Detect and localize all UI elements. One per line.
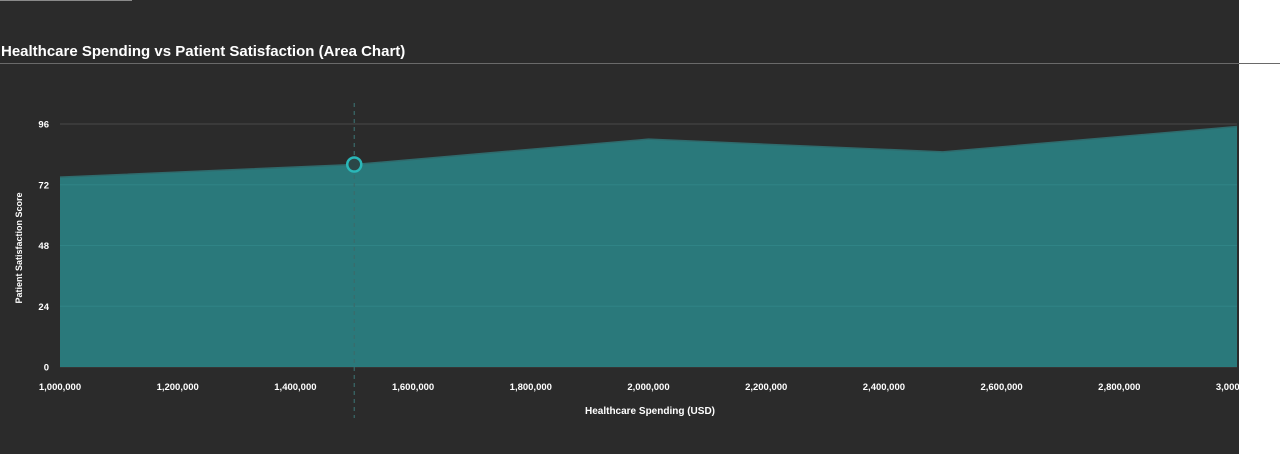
top-tab-indicator (0, 0, 132, 1)
x-tick-label: 2,800,000 (1098, 382, 1140, 393)
y-axis-label: Patient Satisfaction Score (14, 192, 24, 303)
x-tick-label: 1,800,000 (510, 382, 552, 393)
y-tick-label: 96 (38, 120, 49, 131)
chart-title: Healthcare Spending vs Patient Satisfact… (1, 43, 406, 60)
x-tick-label: 3,000,000 (1216, 382, 1239, 393)
x-tick-label: 1,200,000 (157, 382, 199, 393)
area-fill (60, 126, 1237, 367)
x-tick-label: 1,600,000 (392, 382, 434, 393)
hover-point-marker (346, 156, 363, 173)
x-tick-label: 2,600,000 (980, 382, 1022, 393)
x-tick-label: 2,000,000 (627, 382, 669, 393)
title-divider (0, 63, 1280, 64)
x-tick-label: 1,000,000 (39, 382, 81, 393)
area-series (59, 103, 1238, 418)
y-tick-label: 24 (38, 302, 49, 313)
x-tick-label: 1,400,000 (274, 382, 316, 393)
area-chart: 1,000,000 1,200,000 1,400,000 1,600,000 1,80… (14, 103, 1239, 418)
x-tick-label: 2,400,000 (863, 382, 905, 393)
x-axis-label: Healthcare Spending (USD) (585, 406, 715, 417)
x-axis-ticks: 1,000,000 1,200,000 1,400,000 1,600,000 1,80… (39, 382, 1239, 393)
y-axis-ticks: 0 24 48 72 96 (38, 120, 49, 374)
area-line (59, 125, 1238, 178)
x-tick-label: 2,200,000 (745, 382, 787, 393)
y-tick-label: 48 (38, 241, 49, 252)
y-tick-label: 0 (44, 363, 49, 374)
y-tick-label: 72 (38, 180, 49, 191)
